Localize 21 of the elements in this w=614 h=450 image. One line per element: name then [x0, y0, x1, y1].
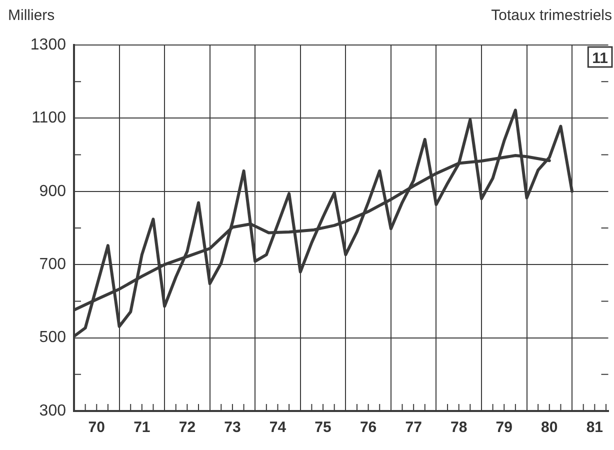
x-tick-label: 76 — [360, 419, 377, 436]
y-tick-label: 900 — [39, 182, 66, 200]
y-tick-label: 1100 — [32, 110, 66, 127]
text: Totaux trimestriels — [491, 7, 612, 24]
y-axis-title: Milliers — [8, 7, 55, 24]
x-tick-label: 79 — [496, 419, 512, 436]
annotation: 11 — [592, 50, 608, 67]
y-tick-label: 700 — [39, 256, 66, 274]
x-tick-label: 71 — [134, 419, 150, 436]
x-tick-label: 81 — [586, 419, 604, 436]
x-tick-label: 78 — [450, 419, 468, 436]
x-tick-label: 77 — [405, 419, 422, 436]
y-tick-label: 500 — [39, 329, 66, 346]
x-tick-label: 72 — [178, 419, 196, 436]
x-tick-label: 74 — [269, 419, 287, 436]
y-tick-label: 1300 — [30, 36, 66, 54]
x-tick-label: 73 — [224, 419, 241, 436]
x-tick-label: 75 — [314, 419, 332, 436]
x-tick-label: 70 — [88, 419, 105, 436]
y-tick-label: 300 — [39, 402, 66, 420]
x-tick-label: 80 — [541, 419, 558, 436]
